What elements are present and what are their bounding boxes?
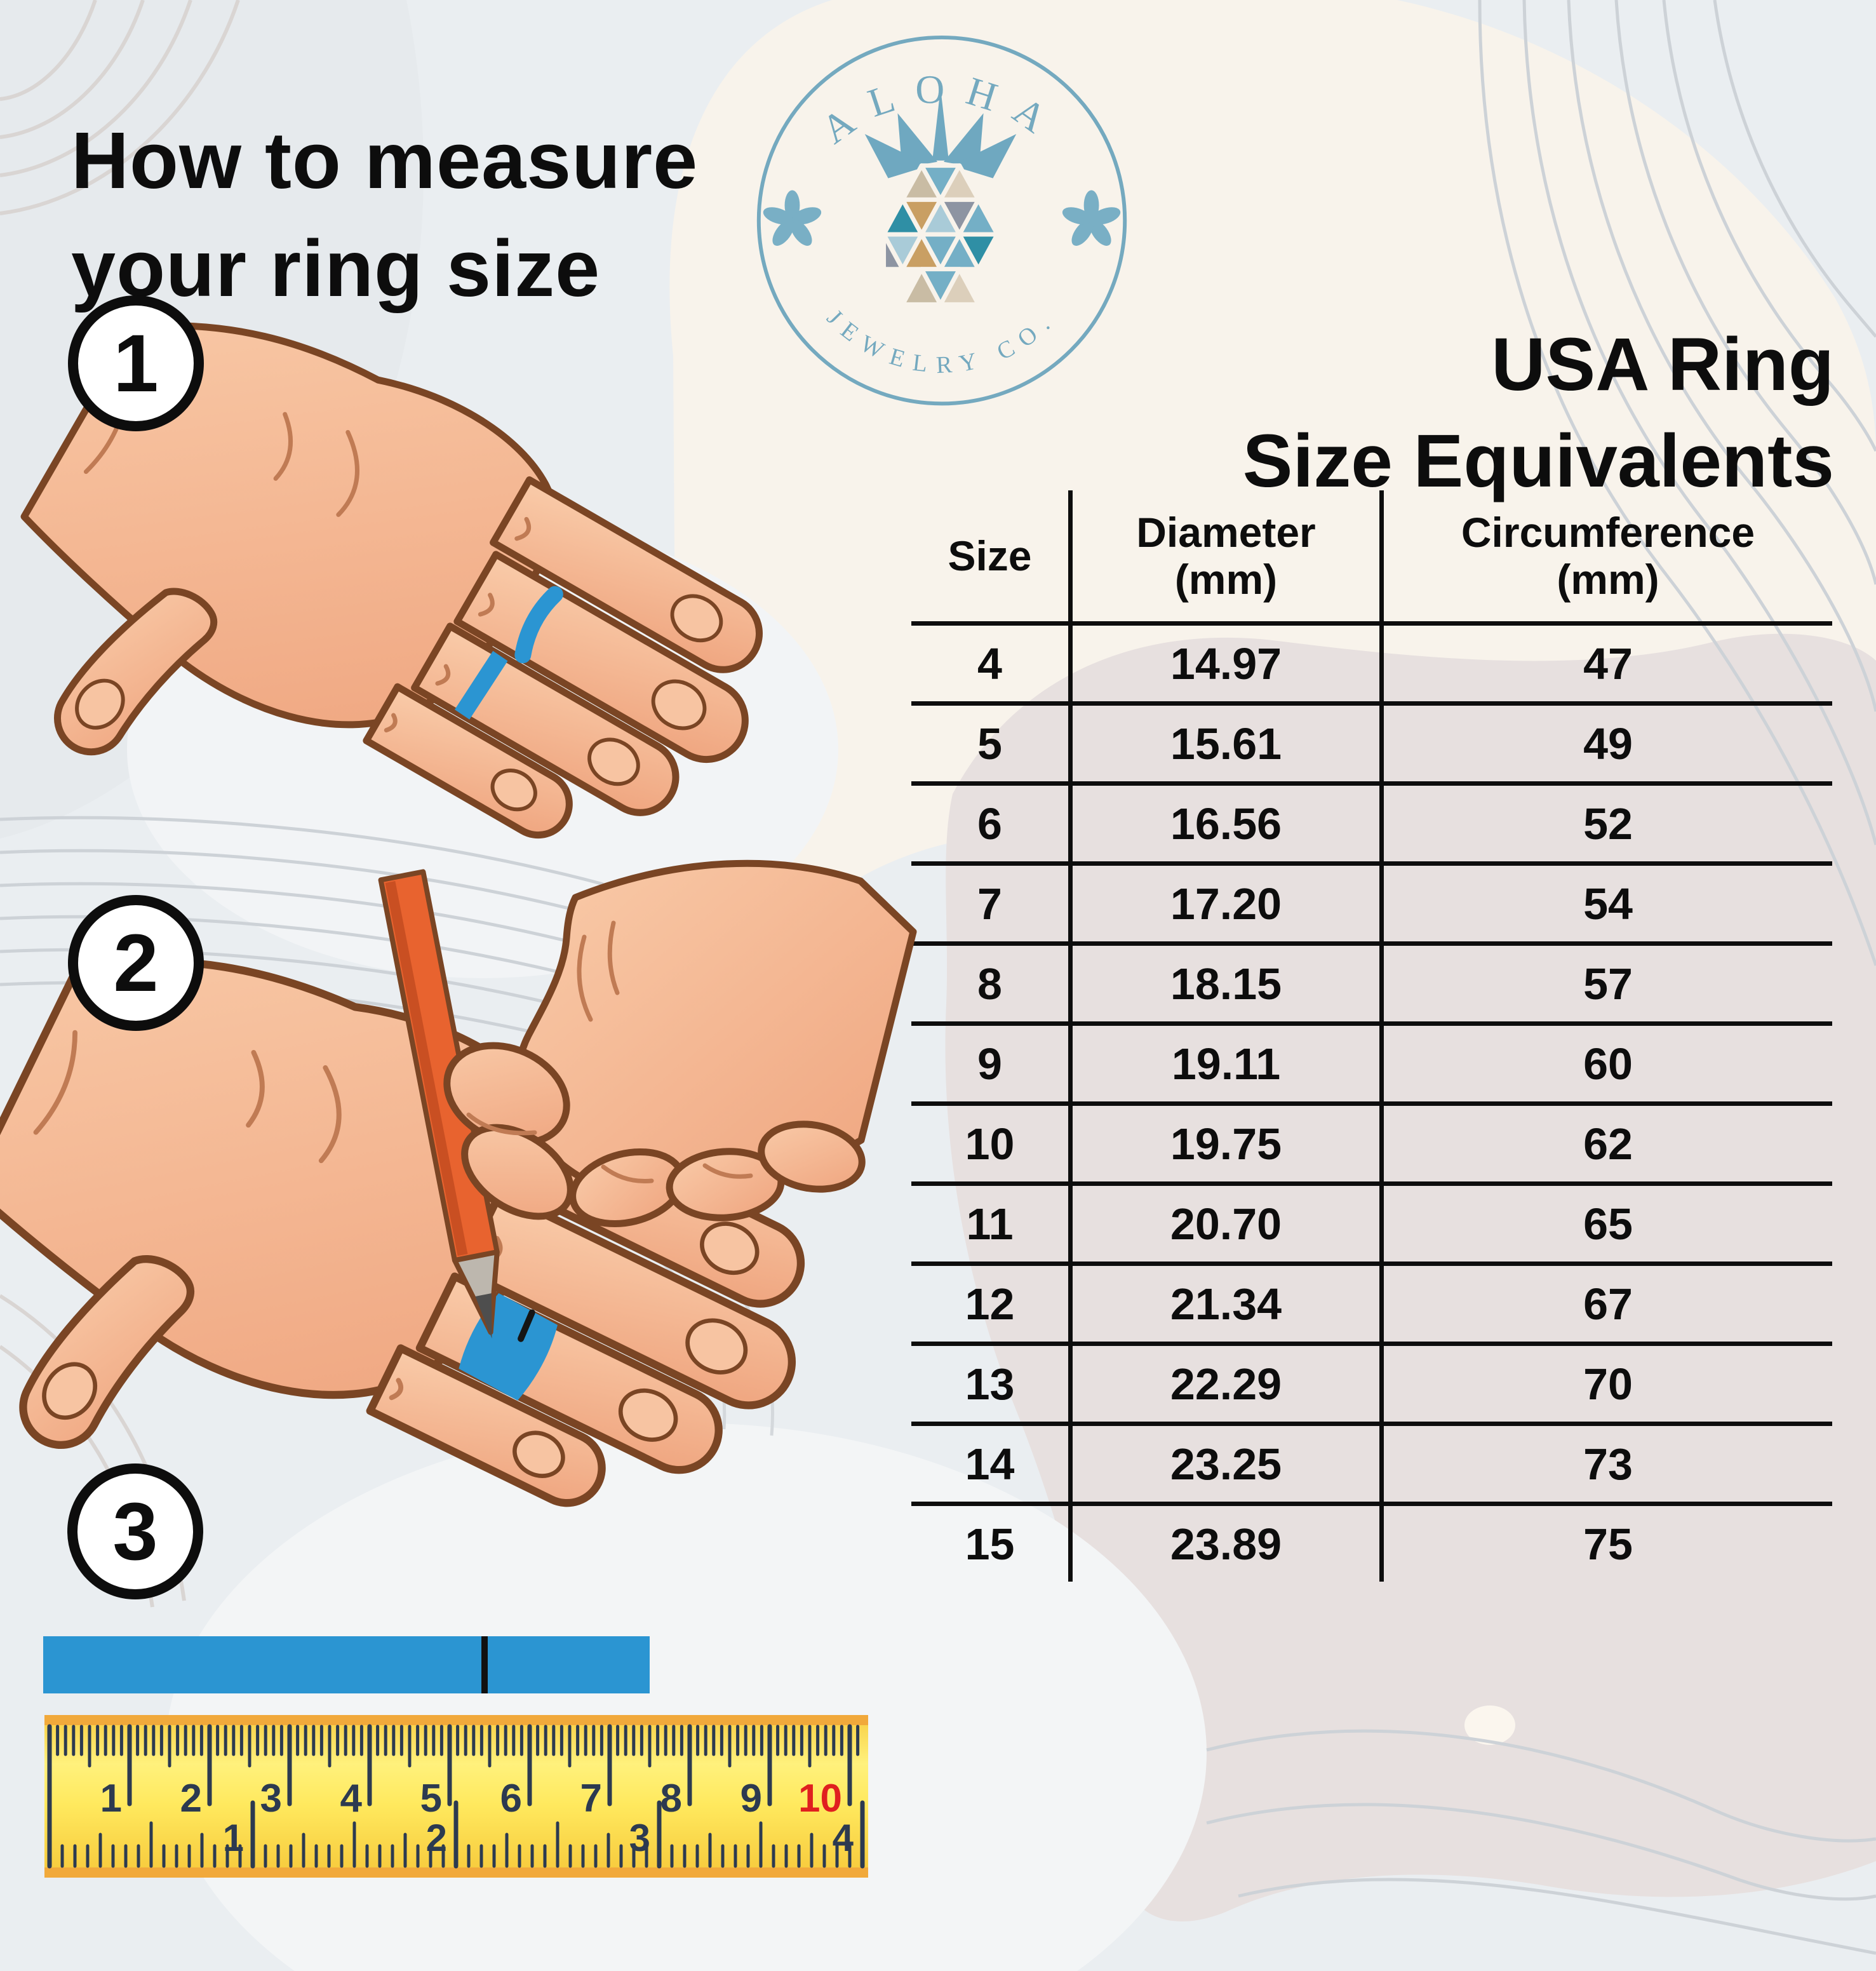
hand1-nails — [75, 594, 723, 812]
table-cell-circumference: 57 — [1379, 941, 1832, 1021]
table-cell-diameter: 18.15 — [1068, 941, 1379, 1021]
hand1-string-band — [455, 650, 508, 720]
svg-text:9: 9 — [740, 1777, 762, 1820]
table-cell-circumference: 62 — [1379, 1101, 1832, 1181]
svg-text:1: 1 — [100, 1777, 122, 1820]
column-header-size: Size — [948, 532, 1032, 579]
table-cell-circumference: 67 — [1379, 1261, 1832, 1342]
ruler-band-top — [44, 1715, 868, 1725]
table-cell-size: 11 — [911, 1181, 1068, 1261]
table-cell-diameter: 19.11 — [1068, 1021, 1379, 1101]
table-heading: USA Ring Size Equivalents — [1243, 316, 1834, 509]
table-cell-size: 7 — [911, 861, 1068, 941]
column-header-circumference: Circumference (mm) — [1379, 490, 1832, 621]
table-cell-size: 8 — [911, 941, 1068, 1021]
hand2-nails — [42, 1221, 760, 1478]
svg-text:8: 8 — [660, 1777, 682, 1820]
table-cell-diameter: 20.70 — [1068, 1181, 1379, 1261]
table-cell-circumference: 75 — [1379, 1502, 1832, 1582]
hand-illustration-step2 — [0, 859, 917, 1507]
svg-text:4: 4 — [340, 1777, 363, 1820]
svg-text:6: 6 — [500, 1777, 522, 1820]
table-cell-size: 5 — [911, 701, 1068, 781]
table-cell-size: 4 — [911, 621, 1068, 701]
table-heading-line1: USA Ring — [1491, 323, 1834, 407]
table-cell-size: 6 — [911, 781, 1068, 861]
table-cell-size: 13 — [911, 1342, 1068, 1422]
contour-lines-top-left — [0, 0, 240, 215]
table-cell-diameter: 22.29 — [1068, 1342, 1379, 1422]
svg-text:1: 1 — [223, 1817, 244, 1859]
contour-lines-bottom-right — [1206, 1729, 1876, 1955]
grip-hand-knuckle-3 — [758, 1120, 866, 1193]
aloha-logo-badge: ALOHA JEWELRY CO. — [756, 35, 1127, 406]
svg-text:3: 3 — [260, 1777, 282, 1820]
svg-text:10: 10 — [798, 1777, 842, 1820]
table-cell-diameter: 19.75 — [1068, 1101, 1379, 1181]
column-header-diameter: Diameter (mm) — [1068, 490, 1379, 621]
step-3-number: 3 — [112, 1486, 158, 1577]
page-title-line1: How to measure — [71, 116, 699, 205]
table-cell-diameter: 16.56 — [1068, 781, 1379, 861]
hand2-band-mark — [518, 1309, 535, 1342]
table-heading-line2: Size Equivalents — [1242, 419, 1834, 503]
table-cell-diameter: 23.25 — [1068, 1422, 1379, 1502]
svg-text:2: 2 — [426, 1817, 447, 1859]
step-2-number: 2 — [113, 917, 159, 1009]
table-cell-diameter: 17.20 — [1068, 861, 1379, 941]
hand1-string-arc — [514, 586, 563, 664]
step-1-badge: 1 — [68, 295, 204, 431]
table-cell-circumference: 65 — [1379, 1181, 1832, 1261]
grip-hand-creases — [466, 920, 753, 1183]
ruler-numbers: 1 2 3 4 5 6 7 8 9 101 2 3 4 — [100, 1777, 854, 1859]
table-cell-circumference: 60 — [1379, 1021, 1832, 1101]
svg-text:2: 2 — [180, 1777, 202, 1820]
table-cell-circumference: 47 — [1379, 621, 1832, 701]
grip-hand-thumb — [461, 1124, 574, 1220]
logo-ring-icon — [756, 35, 1127, 406]
contour-lines-top-right — [1478, 0, 1876, 966]
table-cell-circumference: 52 — [1379, 781, 1832, 861]
table-cell-diameter: 23.89 — [1068, 1502, 1379, 1582]
background-dot-cream — [1464, 1705, 1515, 1745]
table-cell-circumference: 73 — [1379, 1422, 1832, 1502]
pencil-shaft-shade — [385, 881, 468, 1256]
background-blob-pink — [945, 633, 1876, 1921]
table-cell-diameter: 15.61 — [1068, 701, 1379, 781]
svg-text:5: 5 — [420, 1777, 442, 1820]
step-3-badge: 3 — [67, 1463, 203, 1599]
svg-text:7: 7 — [580, 1777, 602, 1820]
svg-text:4: 4 — [833, 1817, 854, 1859]
page-title: How to measure your ring size — [71, 107, 698, 323]
step-2-badge: 2 — [68, 895, 204, 1031]
table-cell-size: 12 — [911, 1261, 1068, 1342]
plumeria-icon-left — [763, 190, 822, 246]
measuring-strip — [43, 1636, 650, 1693]
pineapple-body — [881, 163, 1000, 307]
ruler: 1 2 3 4 5 6 7 8 9 101 2 3 4 — [44, 1715, 868, 1878]
table-cell-circumference: 54 — [1379, 861, 1832, 941]
ruler-band-bottom — [44, 1867, 868, 1878]
table-cell-size: 14 — [911, 1422, 1068, 1502]
table-cell-size: 15 — [911, 1502, 1068, 1582]
step-1-number: 1 — [113, 318, 159, 409]
pencil-graphite-tip — [475, 1293, 492, 1339]
ruler-ticks — [47, 1724, 865, 1869]
table-cell-size: 9 — [911, 1021, 1068, 1101]
pineapple-icon — [864, 88, 1017, 307]
svg-text:3: 3 — [629, 1817, 650, 1859]
table-cell-diameter: 21.34 — [1068, 1261, 1379, 1342]
page-title-line2: your ring size — [71, 224, 601, 313]
table-cell-size: 10 — [911, 1101, 1068, 1181]
table-cell-diameter: 14.97 — [1068, 621, 1379, 701]
table-cell-circumference: 70 — [1379, 1342, 1832, 1422]
table-cell-circumference: 49 — [1379, 701, 1832, 781]
pineapple-crown — [864, 88, 1017, 194]
strip-pencil-mark — [481, 1636, 488, 1693]
plumeria-icon-right — [1062, 190, 1121, 246]
